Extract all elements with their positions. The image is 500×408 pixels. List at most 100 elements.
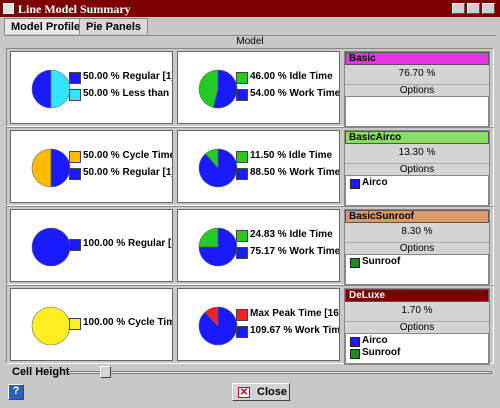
model-info: DeLuxe 1.70 % Options Airco Sunroof [344,288,490,365]
options-label: Options [345,321,489,333]
legend-label: 100.00 % Regular [2] [83,238,173,249]
options-list [345,96,489,127]
time-cell: 46.00 % Idle Time 54.00 % Work Time [177,51,340,124]
option-swatch [350,337,360,347]
profile-cell: 50.00 % Cycle Time C 50.00 % Regular [1] [10,130,173,203]
close-label: Close [257,386,287,398]
model-row [6,206,494,285]
minimize-button[interactable] [452,3,465,14]
time-cell: 24.83 % Idle Time 75.17 % Work Time [177,209,340,282]
pie-slice [31,227,71,267]
slider-thumb[interactable] [100,366,111,378]
pie-slice [50,69,71,109]
model-name: Basic [345,52,489,65]
legend-swatch [69,318,81,330]
model-name: BasicSunroof [345,210,489,223]
pie-slice [198,148,238,188]
pie [198,306,238,346]
profile-cell: 50.00 % Regular [1] 50.00 % Less than 20 [10,51,173,124]
pie-slice [31,306,71,346]
legend-label: 100.00 % Cycle Time [83,317,173,328]
pie [198,148,238,188]
pie [31,227,71,267]
legend-swatch [69,168,81,180]
pie-slice [198,306,238,346]
profile-cell: 100.00 % Cycle Time [10,288,173,361]
legend-label: 11.50 % Idle Time [250,150,333,161]
legend-label: 88.50 % Work Time [250,167,340,178]
model-row [6,127,494,206]
model-info: BasicAirco 13.30 % Options Airco [344,130,490,207]
pie [31,148,71,188]
close-window-button[interactable] [482,3,495,14]
legend-swatch [236,151,248,163]
model-name: BasicAirco [345,131,489,144]
time-cell: 11.50 % Idle Time 88.50 % Work Time [177,130,340,203]
pie [31,306,71,346]
pie-slice [198,69,219,108]
model-share: 1.70 % [401,305,433,316]
legend-swatch [69,72,81,84]
legend-label: 50.00 % Cycle Time C [83,150,173,161]
cell-height-label: Cell Height [12,366,70,378]
option-label[interactable]: Sunroof [362,347,401,358]
help-button[interactable]: ? [8,384,24,400]
option-label[interactable]: Airco [362,335,388,346]
legend-label: 75.17 % Work Time [250,246,340,257]
close-button[interactable]: ✕ Close [232,383,290,401]
legend-label: 50.00 % Regular [1] [83,71,173,82]
pie-slice [50,148,71,188]
title-bar: Line Model Summary [0,0,500,17]
pie [198,227,238,267]
options-label: Options [345,242,489,254]
tab[interactable]: Model Profiles [4,18,94,34]
profile-cell: 100.00 % Regular [2] [10,209,173,282]
option-swatch [350,258,360,268]
legend-swatch [236,89,248,101]
tab[interactable]: Pie Panels [79,18,149,34]
legend-swatch [236,230,248,242]
model-row [6,285,494,364]
legend-label: 50.00 % Less than 20 [83,88,172,99]
legend-swatch [69,239,81,251]
options-list: Airco [345,175,489,206]
pie [31,69,71,109]
maximize-button[interactable] [467,3,480,14]
model-share: 8.30 % [401,226,433,237]
close-icon: ✕ [238,387,250,398]
legend-label: Max Peak Time [1600] [250,308,339,319]
option-swatch [350,179,360,189]
model-info: Basic 76.70 % Options [344,51,490,128]
legend-swatch [236,309,248,321]
legend-label: 46.00 % Idle Time [250,71,333,82]
legend-swatch [236,326,248,338]
options-label: Options [345,84,489,96]
panel-title: Model [4,35,496,47]
model-share: 76.70 % [398,68,436,79]
legend-swatch [69,89,81,101]
option-label[interactable]: Airco [362,177,388,188]
legend-label: 54.00 % Work Time [250,88,340,99]
pie [198,69,238,109]
model-share: 13.30 % [398,147,436,158]
legend-swatch [236,247,248,259]
legend-swatch [236,72,248,84]
options-list: Sunroof [345,254,489,285]
options-list: Airco Sunroof [345,333,489,364]
slider-track[interactable] [68,371,492,374]
option-swatch [350,349,360,359]
model-row [6,48,494,127]
legend-swatch [236,168,248,180]
legend-label: 24.83 % Idle Time [250,229,333,240]
legend-label: 109.67 % Work Time [250,325,340,336]
option-label[interactable]: Sunroof [362,256,401,267]
pie-slice [198,227,238,267]
model-info: BasicSunroof 8.30 % Options Sunroof [344,209,490,286]
pie-slice [31,69,52,109]
legend-swatch [69,151,81,163]
model-name: DeLuxe [345,289,489,302]
legend-label: 50.00 % Regular [1] [83,167,173,178]
window-title: Line Model Summary [18,2,131,16]
pie-slice [198,227,219,248]
